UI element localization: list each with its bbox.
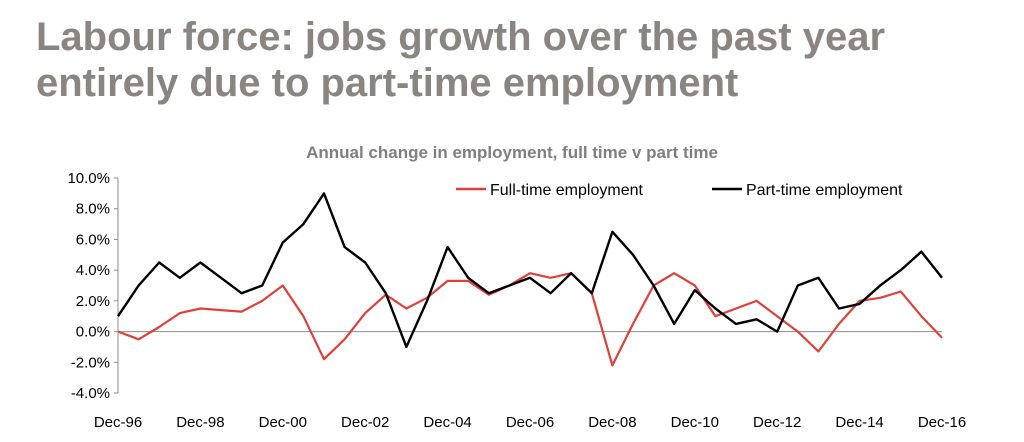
y-tick-label: 2.0% [76, 293, 110, 310]
y-tick-label: -2.0% [71, 354, 110, 371]
x-tick-label: Dec-14 [835, 414, 883, 431]
y-tick-label: 0.0% [76, 324, 110, 341]
x-tick-label: Dec-04 [423, 414, 471, 431]
full-time-series-line [117, 272, 943, 367]
chart-axes: -4.0% -2.0% 0.0% 2.0% 4.0% 6.0% 8.0% 10.0% Dec-9… [67, 170, 966, 431]
x-tick-label: Dec-10 [671, 414, 719, 431]
x-tick-label: Dec-02 [341, 414, 389, 431]
y-tick-label: 6.0% [76, 231, 110, 248]
chart-title: Annual change in employment, full time v… [306, 143, 718, 162]
series-layer [117, 192, 943, 367]
part-time-series-line [117, 192, 943, 349]
y-tick-label: 8.0% [76, 201, 110, 218]
x-tick-label: Dec-06 [506, 414, 554, 431]
x-tick-label: Dec-08 [588, 414, 636, 431]
y-tick-label: 4.0% [76, 262, 110, 279]
legend-part-time-label: Part-time employment [746, 182, 903, 199]
x-tick-label: Dec-00 [259, 414, 307, 431]
legend-full-time-label: Full-time employment [490, 182, 643, 199]
chart-legend: Full-time employment Part-time employment [456, 182, 903, 199]
x-tick-label: Dec-16 [918, 414, 966, 431]
x-tick-label: Dec-98 [176, 414, 224, 431]
y-tick-label: 10.0% [67, 170, 110, 187]
page-title: Labour force: jobs growth over the past … [36, 15, 886, 105]
y-tick-label: -4.0% [71, 385, 110, 402]
x-tick-label: Dec-12 [753, 414, 801, 431]
x-tick-label: Dec-96 [94, 414, 142, 431]
